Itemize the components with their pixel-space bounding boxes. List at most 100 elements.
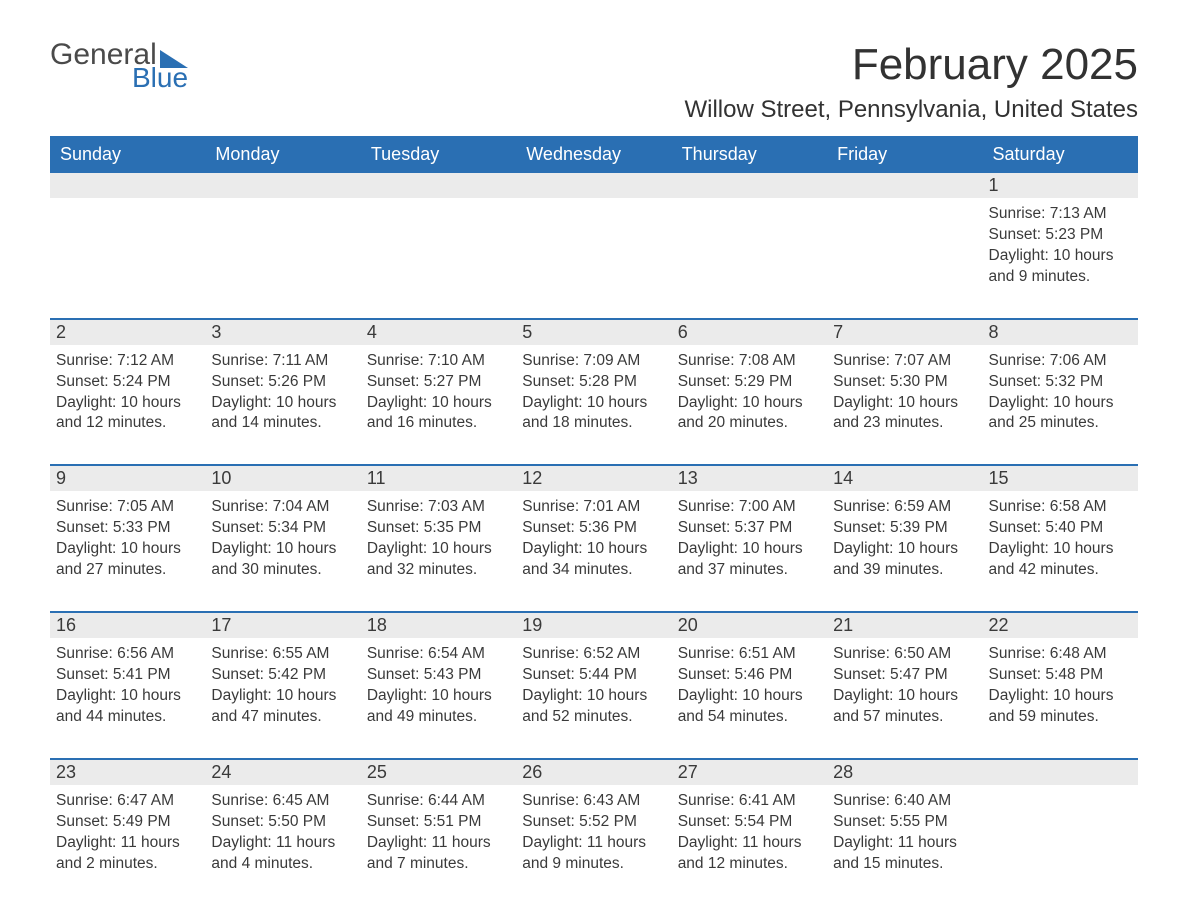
day-cell: 6 Sunrise: 7:08 AMSunset: 5:29 PMDaylight… [672,320,827,441]
sunrise-line: Sunrise: 7:09 AM [522,351,665,372]
sunset-line: Sunset: 5:33 PM [56,518,199,539]
sunrise-line: Sunrise: 7:08 AM [678,351,821,372]
sunrise-line: Sunrise: 6:59 AM [833,497,976,518]
sunrise-line: Sunrise: 7:00 AM [678,497,821,518]
weekday-header: Tuesday [361,136,516,173]
header: General Blue February 2025 Willow Street… [50,40,1138,124]
sunset-line: Sunset: 5:36 PM [522,518,665,539]
logo-text-blue: Blue [132,64,188,92]
sunrise-line: Sunrise: 7:10 AM [367,351,510,372]
daylight-line: Daylight: 10 hours and 23 minutes. [833,393,976,435]
logo: General Blue [50,40,188,92]
sunrise-line: Sunrise: 7:04 AM [211,497,354,518]
day-cell: 1Sunrise: 7:13 AMSunset: 5:23 PMDaylight… [983,173,1138,294]
weekday-header: Monday [205,136,360,173]
sunset-line: Sunset: 5:34 PM [211,518,354,539]
daylight-line: Daylight: 11 hours and 4 minutes. [211,833,354,875]
sunset-line: Sunset: 5:49 PM [56,812,199,833]
sunrise-line: Sunrise: 7:01 AM [522,497,665,518]
sunrise-line: Sunrise: 7:12 AM [56,351,199,372]
sunset-line: Sunset: 5:28 PM [522,372,665,393]
day-cell [827,173,982,294]
sunset-line: Sunset: 5:29 PM [678,372,821,393]
sunset-line: Sunset: 5:32 PM [989,372,1132,393]
daylight-line: Daylight: 10 hours and 44 minutes. [56,686,199,728]
sunset-line: Sunset: 5:46 PM [678,665,821,686]
daylight-line: Daylight: 10 hours and 59 minutes. [989,686,1132,728]
sunset-line: Sunset: 5:43 PM [367,665,510,686]
day-number: 9 [50,466,205,491]
day-number: 1 [983,173,1138,198]
daylight-line: Daylight: 11 hours and 15 minutes. [833,833,976,875]
day-cell: 10 Sunrise: 7:04 AMSunset: 5:34 PMDayligh… [205,466,360,587]
day-cell: 3Sunrise: 7:11 AMSunset: 5:26 PMDaylight… [205,320,360,441]
daylight-line: Daylight: 10 hours and 20 minutes. [678,393,821,435]
day-number: 18 [361,613,516,638]
day-cell: 25Sunrise: 6:44 AMSunset: 5:51 PMDayligh… [361,760,516,881]
day-number [361,173,516,198]
weekday-header: Saturday [983,136,1138,173]
day-cell: 11Sunrise: 7:03 AMSunset: 5:35 PMDayligh… [361,466,516,587]
day-cell: 20Sunrise: 6:51 AMSunset: 5:46 PMDayligh… [672,613,827,734]
sunrise-line: Sunrise: 6:52 AM [522,644,665,665]
day-number [50,173,205,198]
day-cell: 17Sunrise: 6:55 AMSunset: 5:42 PMDayligh… [205,613,360,734]
day-cell: 7Sunrise: 7:07 AMSunset: 5:30 PMDaylight… [827,320,982,441]
sunset-line: Sunset: 5:39 PM [833,518,976,539]
day-number: 15 [983,466,1138,491]
sunset-line: Sunset: 5:54 PM [678,812,821,833]
day-cell: 15Sunrise: 6:58 AMSunset: 5:40 PMDayligh… [983,466,1138,587]
sunrise-line: Sunrise: 6:44 AM [367,791,510,812]
week-row: 9 Sunrise: 7:05 AMSunset: 5:33 PM Daylight… [50,464,1138,587]
day-number [205,173,360,198]
sunrise-line: Sunrise: 6:43 AM [522,791,665,812]
sunset-line: Sunset: 5:26 PM [211,372,354,393]
day-number: 21 [827,613,982,638]
sunrise-line: Sunrise: 7:05 AM [56,497,199,518]
day-number [983,760,1138,785]
sunset-line: Sunset: 5:50 PM [211,812,354,833]
day-number [516,173,671,198]
daylight-line: Daylight: 11 hours and 7 minutes. [367,833,510,875]
daylight-line: Daylight: 10 hours and 37 minutes. [678,539,821,581]
day-number: 5 [516,320,671,345]
sunset-line: Sunset: 5:42 PM [211,665,354,686]
sunrise-line: Sunrise: 7:07 AM [833,351,976,372]
week-row: 16Sunrise: 6:56 AMSunset: 5:41 PMDayligh… [50,611,1138,734]
day-number: 25 [361,760,516,785]
calendar: SundayMondayTuesdayWednesdayThursdayFrid… [50,136,1138,880]
day-number: 16 [50,613,205,638]
sunrise-line: Sunrise: 6:40 AM [833,791,976,812]
sunrise-line: Sunrise: 6:56 AM [56,644,199,665]
daylight-line: Daylight: 10 hours and 30 minutes. [211,539,354,581]
day-cell [516,173,671,294]
day-cell: 9Sunrise: 7:05 AMSunset: 5:33 PMDaylight… [50,466,205,587]
sunrise-line: Sunrise: 6:48 AM [989,644,1132,665]
sunset-line: Sunset: 5:55 PM [833,812,976,833]
title-block: February 2025 Willow Street, Pennsylvani… [684,40,1138,124]
daylight-line: Daylight: 10 hours and 18 minutes. [522,393,665,435]
sunset-line: Sunset: 5:35 PM [367,518,510,539]
day-number: 23 [50,760,205,785]
day-cell: 14Sunrise: 6:59 AMSunset: 5:39 PMDayligh… [827,466,982,587]
day-number: 2 [50,320,205,345]
daylight-line: Daylight: 10 hours and 25 minutes. [989,393,1132,435]
daylight-line: Daylight: 11 hours and 12 minutes. [678,833,821,875]
sunset-line: Sunset: 5:24 PM [56,372,199,393]
day-cell: 8Sunrise: 7:06 AMSunset: 5:32 PMDaylight… [983,320,1138,441]
sunrise-line: Sunrise: 7:03 AM [367,497,510,518]
day-number: 24 [205,760,360,785]
sunrise-line: Sunrise: 6:50 AM [833,644,976,665]
weeks-container: 1Sunrise: 7:13 AMSunset: 5:23 PMDaylight… [50,173,1138,880]
sunset-line: Sunset: 5:23 PM [989,225,1132,246]
sunrise-line: Sunrise: 7:06 AM [989,351,1132,372]
daylight-line: Daylight: 10 hours and 32 minutes. [367,539,510,581]
day-number: 10 [205,466,360,491]
sunset-line: Sunset: 5:27 PM [367,372,510,393]
sunset-line: Sunset: 5:52 PM [522,812,665,833]
daylight-line: Daylight: 10 hours and 49 minutes. [367,686,510,728]
sunset-line: Sunset: 5:41 PM [56,665,199,686]
daylight-line: Daylight: 11 hours and 9 minutes. [522,833,665,875]
sunrise-line: Sunrise: 6:51 AM [678,644,821,665]
day-number: 6 [672,320,827,345]
